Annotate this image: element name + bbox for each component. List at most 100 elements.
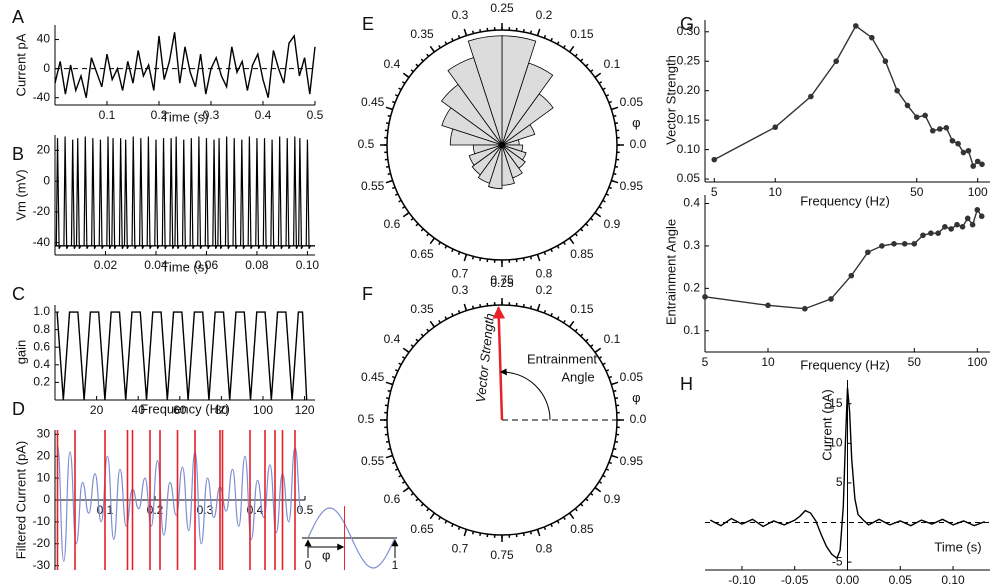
minor-tick — [410, 492, 414, 496]
x-tick-label: 0.06 — [195, 258, 219, 272]
minor-tick — [471, 305, 475, 309]
minor-tick — [529, 256, 533, 260]
x-tick-label: 20 — [90, 403, 104, 417]
theta-tick — [402, 72, 410, 79]
theta-tick — [463, 28, 468, 36]
theta-tick-label: 0.9 — [604, 492, 621, 506]
y-axis-title: Entrainment Angle — [663, 219, 678, 325]
marker — [978, 213, 985, 220]
minor-tick — [550, 312, 553, 317]
spike — [174, 136, 180, 250]
theta-tick-label: 0.1 — [604, 57, 621, 71]
theta-tick-label: 0.8 — [536, 267, 553, 281]
spike — [262, 138, 269, 250]
y-tick-label: 0 — [43, 173, 50, 187]
spike — [131, 136, 137, 250]
line — [56, 311, 308, 401]
marker — [955, 140, 961, 147]
marker — [949, 137, 956, 144]
theta-tick-label: 0.9 — [604, 217, 621, 231]
minor-tick — [580, 333, 584, 337]
spike — [293, 136, 299, 250]
marker — [948, 226, 954, 232]
minor-tick — [529, 305, 533, 309]
y-tick-label: -40 — [33, 90, 51, 104]
marker — [765, 302, 771, 309]
spike — [224, 136, 231, 250]
minor-tick — [398, 362, 402, 366]
minor-tick — [613, 114, 617, 118]
y-tick-label: 20 — [37, 143, 51, 157]
y-tick-label: 0.8 — [33, 322, 50, 336]
x-tick-label: 0.00 — [836, 573, 860, 584]
theta-tick-label: 0.95 — [620, 454, 644, 468]
minor-tick — [605, 369, 610, 372]
y-tick-label: 0 — [43, 492, 50, 506]
minor-tick — [574, 508, 578, 512]
minor-tick — [438, 44, 442, 49]
theta-tick — [385, 106, 393, 111]
theta-tick — [402, 211, 410, 218]
minor-tick — [451, 248, 454, 253]
line — [713, 24, 983, 168]
minor-tick — [401, 205, 406, 209]
theta-tick — [594, 486, 602, 493]
y-axis-title: Vector Strength — [663, 55, 678, 145]
wedge — [449, 128, 503, 146]
inset-wave — [307, 507, 396, 569]
x-axis-title: Time (s) — [934, 539, 981, 554]
line — [56, 444, 302, 562]
spike — [239, 139, 246, 250]
theta-tick-label: 0.4 — [384, 57, 401, 71]
minor-tick — [398, 87, 402, 91]
minor-tick — [392, 461, 396, 465]
minor-tick — [614, 440, 619, 443]
theta-tick-label: 0.75 — [490, 548, 514, 562]
marker — [828, 296, 834, 302]
minor-tick — [426, 53, 430, 57]
x-tick-label: 0.4 — [255, 108, 272, 122]
minor-tick — [385, 165, 390, 168]
spike — [305, 139, 311, 250]
minor-tick — [471, 531, 475, 535]
marker — [969, 221, 976, 228]
spike — [285, 138, 291, 250]
minor-tick — [438, 241, 442, 246]
minor-tick — [479, 257, 482, 262]
theta-tick-label: 0.7 — [452, 267, 469, 281]
minor-tick — [605, 468, 610, 471]
minor-tick — [415, 338, 419, 342]
y-axis-title: Current pA — [13, 33, 28, 96]
theta-tick-label: 0.7 — [452, 542, 469, 556]
minor-tick — [420, 333, 424, 337]
marker — [852, 23, 859, 29]
x-tick-label: 5 — [711, 185, 718, 199]
x-tick-label: -0.05 — [781, 573, 809, 584]
y-axis-title: Vm (mV) — [13, 169, 28, 220]
minor-tick — [479, 532, 482, 537]
minor-tick — [394, 94, 399, 97]
y-tick-label: 0.2 — [683, 281, 700, 295]
minor-tick — [590, 492, 594, 496]
panel-letter: B — [12, 144, 24, 164]
minor-tick — [608, 375, 612, 379]
minor-tick — [602, 87, 606, 91]
theta-tick-label: 0.55 — [361, 454, 385, 468]
theta-tick — [611, 381, 619, 386]
minor-tick — [580, 503, 584, 507]
minor-tick — [451, 312, 454, 317]
minor-tick — [590, 217, 594, 221]
y-tick-label: 10 — [829, 436, 843, 450]
theta-tick — [463, 303, 468, 311]
minor-tick — [556, 41, 560, 45]
x-axis-title: Frequency (Hz) — [800, 357, 890, 372]
minor-tick — [394, 193, 399, 196]
y-tick-label: 0.20 — [677, 83, 701, 97]
y-tick-label: 0.1 — [683, 323, 700, 337]
theta-axis-title: φ — [632, 390, 640, 405]
panel-letter: F — [362, 284, 373, 304]
minor-tick — [471, 30, 475, 34]
y-tick-label: -20 — [33, 204, 51, 218]
y-tick-label: 40 — [37, 32, 51, 46]
theta-tick — [536, 303, 541, 311]
